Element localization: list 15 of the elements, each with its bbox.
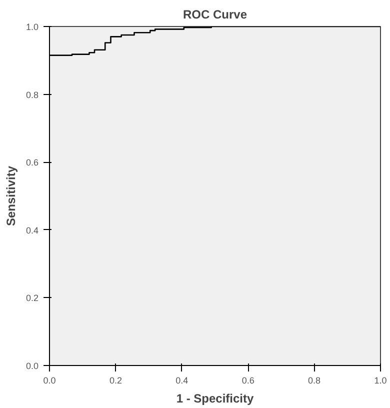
y-tick-label: 0.4	[26, 225, 39, 236]
x-tick-label: 0.6	[242, 376, 254, 386]
x-tick-label: 0.4	[176, 376, 188, 386]
y-tick-label: 0.0	[26, 361, 39, 371]
x-tick-label: 0.2	[109, 376, 122, 386]
y-tick-label: 0.8	[26, 90, 39, 100]
x-tick-label: 0.8	[308, 376, 321, 386]
y-tick-label: 0.2	[26, 293, 39, 304]
x-tick-label: 1.0	[374, 376, 387, 386]
y-axis-title: Sensitivity	[4, 166, 18, 226]
x-axis-title: 1 - Specificity	[176, 392, 254, 406]
x-tick-label: 0.0	[43, 376, 56, 386]
y-tick-label: 0.6	[26, 158, 39, 168]
y-tick-label: 1.0	[26, 22, 39, 32]
chart-title: ROC Curve	[182, 8, 248, 22]
